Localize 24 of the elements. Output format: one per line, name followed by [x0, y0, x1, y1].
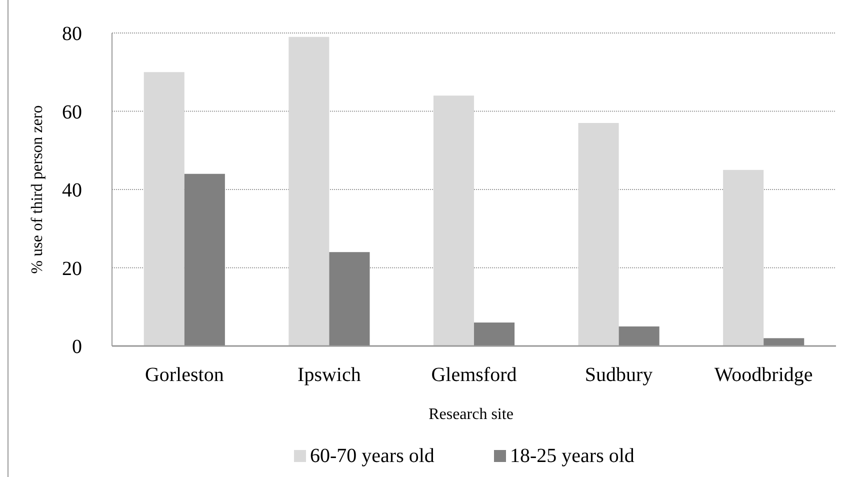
y-tick-label: 20 — [62, 258, 82, 280]
bar — [144, 72, 184, 346]
legend-label: 60-70 years old — [310, 445, 434, 467]
bar — [184, 174, 225, 346]
bar — [764, 338, 804, 346]
x-tick-label: Gorleston — [144, 364, 224, 386]
bar — [288, 36, 330, 346]
y-tick-label: 0 — [72, 336, 82, 358]
bar — [329, 252, 370, 346]
x-tick-label: Woodbridge — [714, 364, 813, 386]
legend-label: 18-25 years old — [510, 445, 634, 467]
bar — [433, 96, 474, 346]
bar — [474, 322, 515, 346]
x-tick-label: Ipswich — [298, 364, 361, 386]
x-tick-label: Sudbury — [584, 364, 653, 386]
bar — [723, 170, 764, 346]
y-axis-title: % use of third person zero — [29, 105, 46, 274]
x-tick-label: Glemsford — [431, 364, 517, 386]
y-tick-label: 40 — [62, 180, 82, 202]
y-tick-label: 80 — [62, 23, 82, 45]
bar — [578, 122, 619, 346]
x-axis-title: Research site — [428, 406, 514, 423]
y-tick-label: 60 — [62, 101, 82, 124]
bar — [618, 326, 660, 346]
